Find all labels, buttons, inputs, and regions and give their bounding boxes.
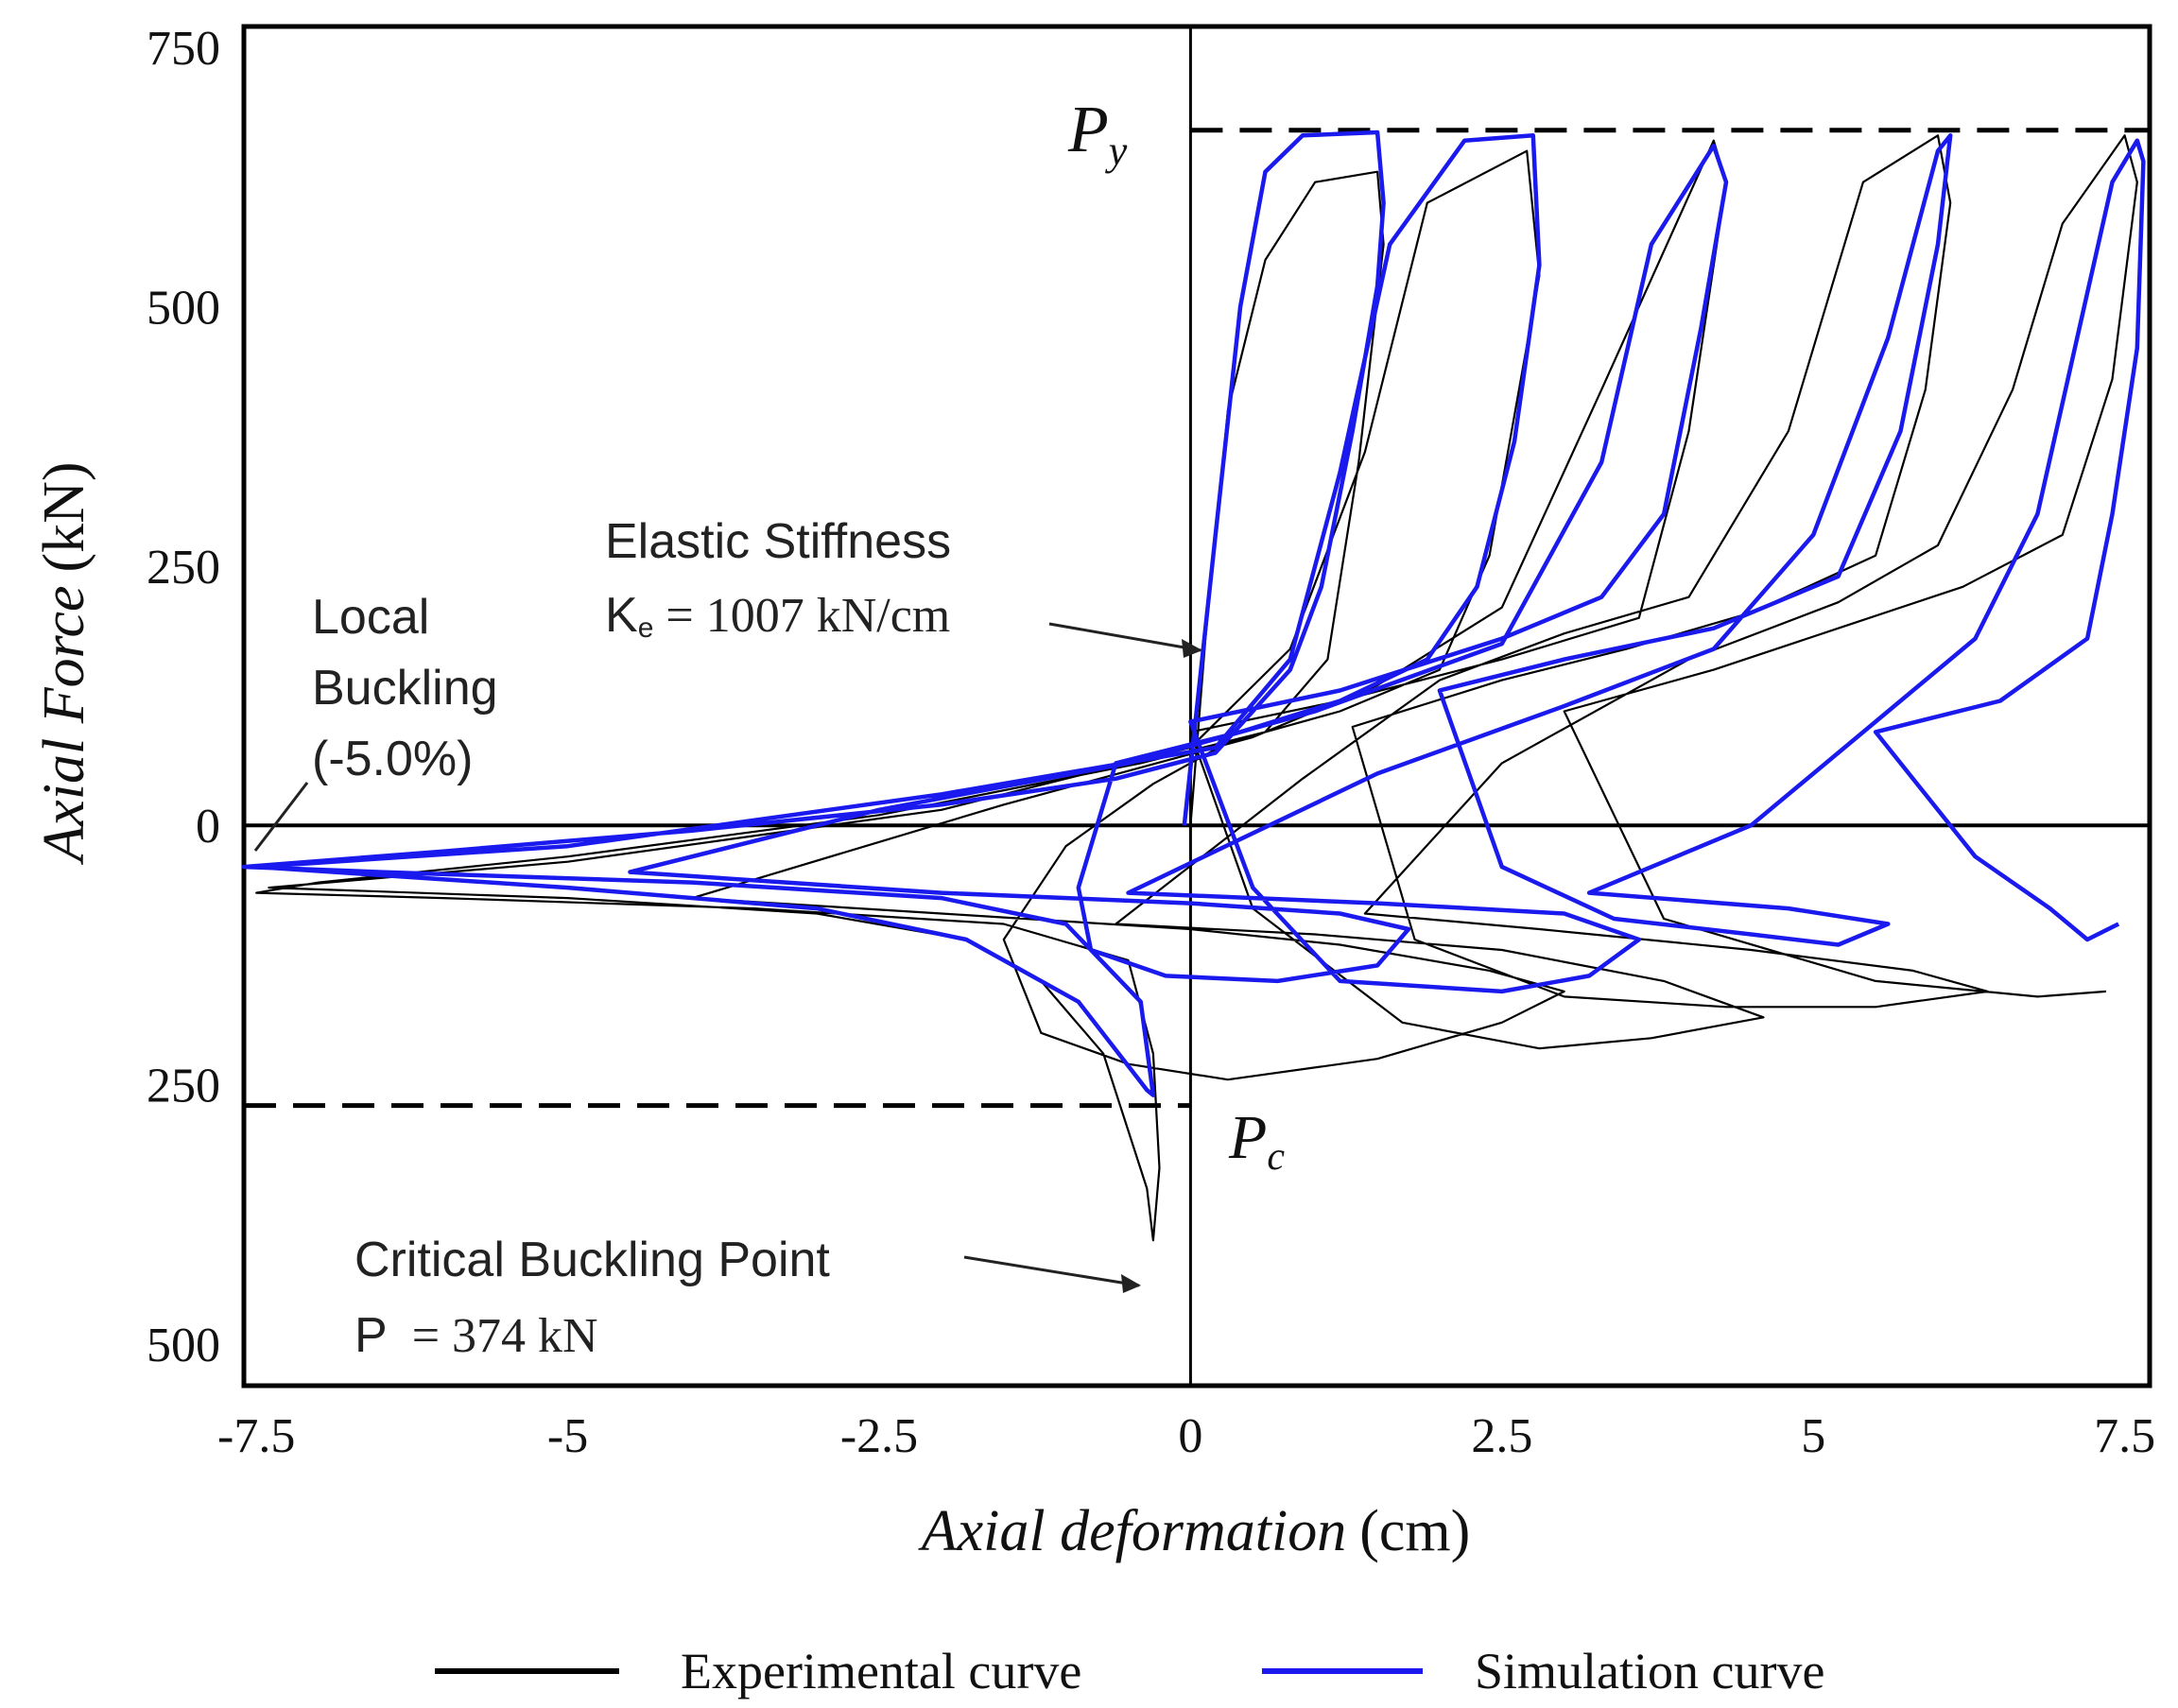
critical-buckling-arrow bbox=[963, 1255, 1140, 1287]
ke-subscript: e bbox=[638, 612, 654, 644]
pc-symbol: P bbox=[1228, 1103, 1267, 1172]
y-tick-label: 250 bbox=[147, 541, 220, 595]
critical-buckling-line2: P = 374 kN bbox=[354, 1308, 598, 1363]
ke-symbol: K bbox=[605, 588, 638, 643]
elastic-stiffness-arrowhead bbox=[1182, 639, 1202, 658]
critical-symbol: P bbox=[354, 1308, 388, 1363]
py-label: Py bbox=[1067, 94, 1128, 174]
local-buckling-line3: (-5.0%) bbox=[312, 732, 473, 786]
py-symbol: P bbox=[1067, 94, 1109, 166]
y-tick-label: 0 bbox=[196, 800, 220, 854]
local-buckling-arrow bbox=[253, 782, 309, 852]
x-tick-label: -5 bbox=[547, 1409, 588, 1463]
critical-value: = 374 kN bbox=[388, 1309, 598, 1363]
critical-buckling-arrowhead bbox=[1121, 1274, 1141, 1293]
y-axis-title: Axial Force (kN) bbox=[32, 461, 96, 865]
y-tick-label: 500 bbox=[147, 281, 220, 335]
critical-buckling-line1: Critical Buckling Point bbox=[354, 1233, 830, 1287]
elastic-stiffness-arrow bbox=[1048, 622, 1201, 652]
y-tick-label: 500 bbox=[147, 1319, 220, 1372]
y-tick-label: 250 bbox=[147, 1060, 220, 1113]
local-buckling-line1: Local bbox=[312, 590, 429, 645]
y-axis-title-italic: Axial Force bbox=[32, 586, 96, 866]
x-tick-label: 0 bbox=[1178, 1409, 1202, 1463]
legend-label-simulation: Simulation curve bbox=[1475, 1643, 1824, 1699]
x-axis-title-italic: Axial deformation bbox=[918, 1499, 1346, 1563]
x-tick-label: 2.5 bbox=[1471, 1409, 1532, 1463]
zero-lines bbox=[244, 26, 2150, 1386]
x-tick-label: -7.5 bbox=[217, 1409, 295, 1463]
pc-label: Pc bbox=[1228, 1103, 1285, 1179]
elastic-stiffness-line2: Ke = 1007 kN/cm bbox=[605, 588, 950, 644]
x-axis-title-unit: (cm) bbox=[1359, 1499, 1470, 1563]
x-tick-label: 5 bbox=[1801, 1409, 1825, 1463]
ke-value: = 1007 kN/cm bbox=[653, 589, 950, 643]
x-tick-label: -2.5 bbox=[840, 1409, 918, 1463]
pc-subscript: c bbox=[1267, 1135, 1285, 1179]
x-axis-title: Axial deformation (cm) bbox=[918, 1499, 1471, 1563]
local-buckling-line2: Buckling bbox=[312, 661, 498, 716]
tick-labels: -7.5 -5 -2.5 0 2.5 5 7.5 750 500 250 0 250 500 bbox=[147, 22, 2155, 1463]
x-tick-label: 7.5 bbox=[2094, 1409, 2155, 1463]
elastic-stiffness-line1: Elastic Stiffness bbox=[605, 514, 951, 569]
simulation-curve-line bbox=[241, 129, 2146, 1097]
reference-lines bbox=[244, 128, 2150, 1109]
y-axis-title-unit: (kN) bbox=[32, 461, 96, 572]
series-layer bbox=[241, 129, 2146, 1242]
y-tick-label: 750 bbox=[147, 22, 220, 76]
legend-label-experimental: Experimental curve bbox=[681, 1643, 1081, 1699]
experimental-curve-line bbox=[255, 134, 2138, 1242]
legend: Experimental curve Simulation curve bbox=[435, 1643, 1824, 1699]
py-subscript: y bbox=[1105, 128, 1128, 174]
